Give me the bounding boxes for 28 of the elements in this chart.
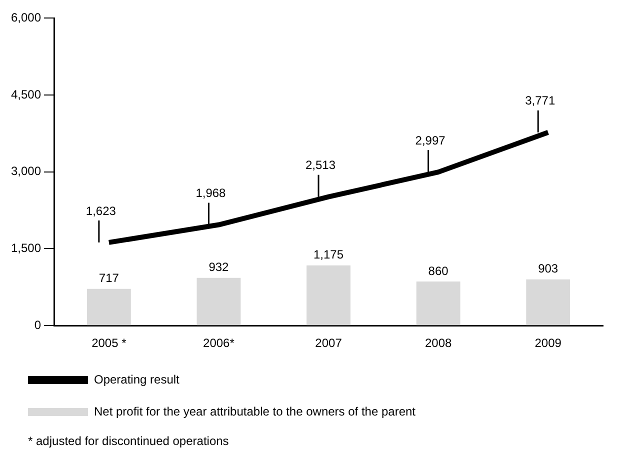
x-tick-label: 2007	[315, 336, 342, 350]
y-tick-label: 3,000	[11, 164, 42, 178]
bar	[306, 265, 350, 326]
data-label: 1,175	[314, 248, 344, 262]
y-tick-label: 1,500	[11, 241, 42, 256]
data-label: 2,513	[306, 158, 336, 172]
y-tick-label: 0	[34, 318, 42, 332]
legend-label: Net profit for the year attributable to the owners of the parent	[94, 404, 416, 418]
data-label: 932	[208, 260, 230, 274]
data-label: 1,968	[196, 186, 226, 200]
data-label: 2,997	[415, 133, 446, 148]
bar	[196, 278, 241, 326]
data-label: 860	[428, 264, 449, 278]
x-tick-label: 2009	[534, 336, 562, 350]
data-label: 717	[98, 271, 120, 286]
bar	[526, 279, 570, 326]
bar	[86, 288, 131, 326]
data-label: 903	[538, 262, 558, 276]
x-tick-label: 2006*	[203, 336, 235, 350]
text: * adjusted for discontinued operations	[28, 434, 230, 448]
y-tick-label: 6,000	[11, 10, 42, 25]
y-tick-label: 4,500	[11, 87, 42, 102]
data-label: 3,771	[525, 94, 556, 108]
x-tick-label: 2005 *	[92, 336, 127, 350]
data-label: 1,623	[86, 204, 116, 218]
legend-label: Operating result	[94, 372, 180, 386]
x-tick-label: 2008	[424, 336, 452, 350]
bar	[416, 282, 460, 326]
